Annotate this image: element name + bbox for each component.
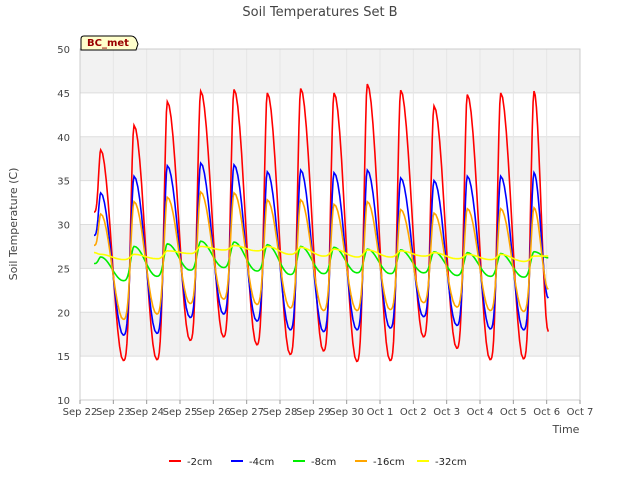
x-tick-label: Oct 4: [467, 407, 494, 418]
background-band: [80, 49, 580, 93]
annotation-label: BC_met: [87, 38, 129, 49]
y-tick-label: 30: [57, 221, 70, 232]
x-tick-label: Sep 23: [96, 407, 131, 418]
y-tick-label: 15: [57, 352, 70, 363]
x-tick-label: Sep 25: [163, 407, 198, 418]
legend-label: -2cm: [187, 457, 212, 468]
y-tick-label: 50: [57, 45, 70, 56]
series-lines: [94, 83, 550, 363]
series-line-16cm: [94, 190, 549, 321]
y-axis-label: Soil Temperature (C): [7, 168, 20, 281]
background-band: [80, 136, 580, 181]
legend-label: -4cm: [249, 457, 274, 468]
legend-label: -16cm: [373, 457, 405, 468]
y-tick-label: 25: [57, 264, 70, 275]
annotation-box: BC_met: [80, 35, 139, 51]
x-tick-label: Sep 30: [329, 407, 364, 418]
background-band: [80, 312, 580, 357]
x-tick-label: Oct 6: [533, 407, 560, 418]
y-axis-ticks: 10 15 20 25 30 35 40 45 50: [57, 45, 70, 407]
x-tick-label: Oct 2: [400, 407, 427, 418]
x-tick-label: Sep 22: [63, 407, 98, 418]
x-tick-label: Sep 29: [296, 407, 331, 418]
x-tick-label: Sep 26: [196, 407, 231, 418]
x-axis-label: Time: [552, 423, 580, 436]
y-tick-label: 20: [57, 308, 70, 319]
x-tick-label: Oct 7: [567, 407, 594, 418]
legend-label: -8cm: [311, 457, 336, 468]
legend-label: -32cm: [435, 457, 467, 468]
x-tick-label: Sep 24: [129, 407, 164, 418]
y-tick-label: 40: [57, 133, 70, 144]
y-tick-label: 10: [57, 396, 70, 407]
y-tick-label: 45: [57, 89, 70, 100]
x-tick-label: Sep 27: [229, 407, 264, 418]
x-tick-label: Oct 5: [500, 407, 527, 418]
chart-title: Soil Temperatures Set B: [242, 5, 397, 20]
x-tick-label: Oct 1: [367, 407, 394, 418]
y-tick-label: 35: [57, 177, 70, 188]
x-tick-label: Oct 3: [433, 407, 460, 418]
series-line-32cm: [94, 244, 549, 263]
plot-frame: [79, 48, 581, 401]
x-tick-label: Sep 28: [263, 407, 298, 418]
legend: -2cm -4cm -8cm -16cm -32cm: [169, 457, 467, 468]
